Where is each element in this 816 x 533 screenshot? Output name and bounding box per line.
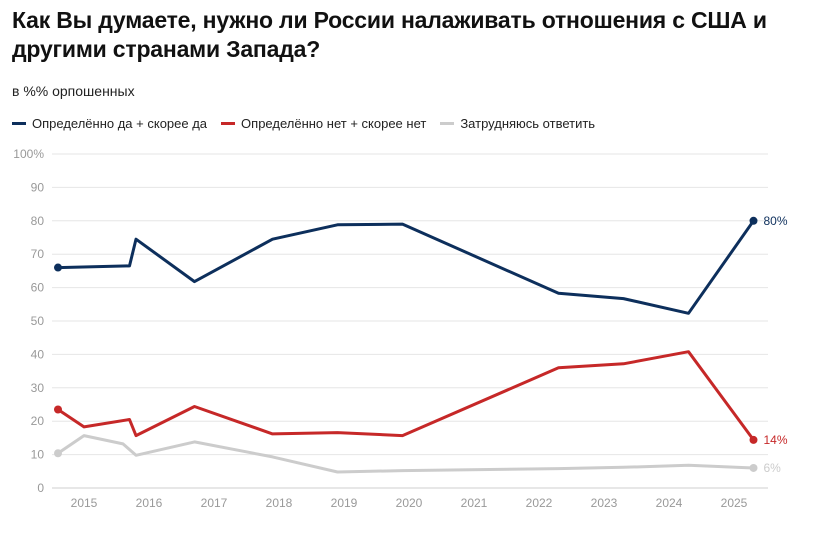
legend-label-no: Определённо нет + скорее нет [241,116,427,131]
x-tick-label: 2015 [71,496,98,510]
y-tick-label: 10 [31,448,45,462]
series-line-no [56,350,755,442]
end-value-label-no: 14% [764,433,788,447]
legend-swatch-unsure [440,122,455,125]
series-lines: 80% 14% 6% [54,214,788,475]
x-tick-label: 2023 [591,496,618,510]
legend-label-yes: Определённо да + скорее да [32,116,208,131]
x-tick-label: 2016 [136,496,163,510]
x-tick-label: 2021 [461,496,488,510]
series-end-point-unsure [749,463,758,472]
end-value-label-yes: 80% [764,214,788,228]
y-tick-label: 30 [31,381,45,395]
end-value-label-unsure: 6% [764,461,782,475]
y-tick-label: 60 [31,281,45,295]
y-tick-label: 80 [31,214,45,228]
series-end-point-no [749,435,758,444]
x-tick-label: 2019 [331,496,358,510]
legend-item-no: Определённо нет + скорее нет [221,116,426,131]
legend-item-yes: Определённо да + скорее да [12,116,207,131]
chart-subtitle: в %% орпошенных [12,83,135,99]
x-tick-label: 2020 [396,496,423,510]
series-line-unsure [56,434,755,474]
x-axis-ticks: 2015 2016 2017 2018 2019 2020 2021 2022 2023 2024… [71,496,748,510]
series-start-point-no [54,405,62,414]
y-tick-label: 0 [37,481,44,495]
series-start-point-yes [54,263,62,272]
y-tick-label: 40 [31,347,45,361]
legend-item-unsure: Затрудняюсь ответить [440,116,595,131]
y-tick-label: 100% [13,147,44,161]
gridlines [52,153,768,489]
series-end-point-yes [749,216,758,225]
chart-title: Как Вы думаете, нужно ли России налажива… [12,7,767,62]
series-line-yes [56,219,755,315]
x-tick-label: 2022 [526,496,553,510]
series-start-point-unsure [54,449,62,458]
y-tick-label: 70 [31,247,45,261]
x-tick-label: 2025 [721,496,748,510]
y-axis-ticks: 0 10 20 30 40 50 60 70 80 90 100% [13,147,44,495]
x-tick-label: 2018 [266,496,293,510]
y-tick-label: 50 [31,314,45,328]
y-tick-label: 20 [31,414,45,428]
legend-swatch-no [221,122,236,125]
legend-label-unsure: Затрудняюсь ответить [460,116,596,131]
legend-swatch-yes [12,122,26,125]
x-tick-label: 2017 [201,496,228,510]
y-tick-label: 90 [31,180,45,194]
x-tick-label: 2024 [656,496,683,510]
legend: Определённо да + скорее да Определённо н… [12,116,595,131]
